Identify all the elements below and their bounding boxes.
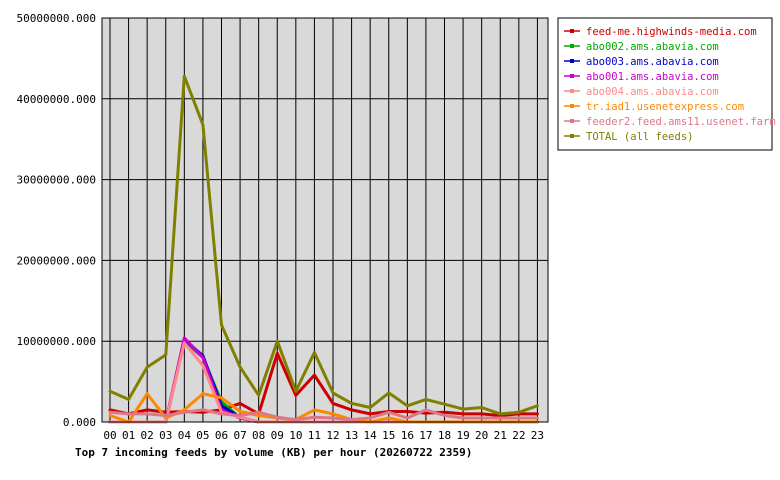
y-tick-label: 0.000 xyxy=(63,416,96,429)
x-tick-label: 22 xyxy=(512,429,525,442)
legend-marker xyxy=(570,44,574,48)
x-tick-label: 03 xyxy=(159,429,172,442)
x-tick-label: 15 xyxy=(382,429,395,442)
y-axis-ticks: 0.000 10000000.000 20000000.000 30000000.00… xyxy=(17,12,96,429)
legend-box xyxy=(557,17,773,151)
x-tick-label: 09 xyxy=(271,429,284,442)
legend-marker xyxy=(570,59,574,63)
y-tick-label: 20000000.000 xyxy=(17,254,96,267)
legend-label: abo003.ams.abavia.com xyxy=(586,56,719,68)
x-tick-label: 19 xyxy=(456,429,469,442)
legend-label: TOTAL (all feeds) xyxy=(586,131,693,143)
x-tick-label: 05 xyxy=(196,429,209,442)
x-tick-label: 13 xyxy=(345,429,358,442)
x-tick-label: 20 xyxy=(475,429,488,442)
legend-marker xyxy=(570,29,574,33)
x-tick-label: 07 xyxy=(233,429,246,442)
x-tick-label: 18 xyxy=(438,429,451,442)
x-tick-label: 06 xyxy=(215,429,228,442)
x-tick-label: 00 xyxy=(103,429,116,442)
legend-label: abo004.ams.abavia.com xyxy=(586,86,719,98)
x-tick-label: 08 xyxy=(252,429,265,442)
x-tick-label: 21 xyxy=(494,429,507,442)
chart-title: Top 7 incoming feeds by volume (KB) per … xyxy=(75,446,472,459)
series-line xyxy=(108,74,539,416)
x-tick-label: 01 xyxy=(122,429,135,442)
y-tick-label: 40000000.000 xyxy=(17,93,96,106)
legend: feed-me.highwinds-media.com abo002.ams.ab… xyxy=(557,17,776,151)
series-line xyxy=(108,408,539,422)
legend-label: feed-me.highwinds-media.com xyxy=(586,26,757,38)
x-axis-ticks: 00 01 02 03 04 05 06 07 08 09 10 11 12 13 14 15 16 17 18 19… xyxy=(103,429,544,442)
legend-label: abo002.ams.abavia.com xyxy=(586,41,719,53)
x-tick-label: 17 xyxy=(419,429,432,442)
x-tick-label: 10 xyxy=(289,429,302,442)
legend-marker xyxy=(570,74,574,78)
x-tick-label: 04 xyxy=(178,429,192,442)
x-tick-label: 11 xyxy=(308,429,321,442)
legend-marker xyxy=(570,104,574,108)
legend-marker xyxy=(570,134,574,138)
legend-label: feeder2.feed.ams11.usenet.farm xyxy=(586,116,776,128)
y-tick-label: 10000000.000 xyxy=(17,335,96,348)
x-tick-label: 02 xyxy=(141,429,154,442)
plot-border xyxy=(101,17,549,423)
legend-marker xyxy=(570,89,574,93)
x-tick-label: 23 xyxy=(531,429,544,442)
plot-area xyxy=(101,17,549,423)
x-tick-label: 14 xyxy=(364,429,378,442)
x-tick-label: 16 xyxy=(401,429,414,442)
legend-marker xyxy=(570,119,574,123)
x-tick-label: 12 xyxy=(326,429,339,442)
legend-label: abo001.ams.abavia.com xyxy=(586,71,719,83)
y-tick-label: 50000000.000 xyxy=(17,12,96,25)
legend-label: tr.iad1.usenetexpress.com xyxy=(586,101,744,113)
y-tick-label: 30000000.000 xyxy=(17,174,96,187)
